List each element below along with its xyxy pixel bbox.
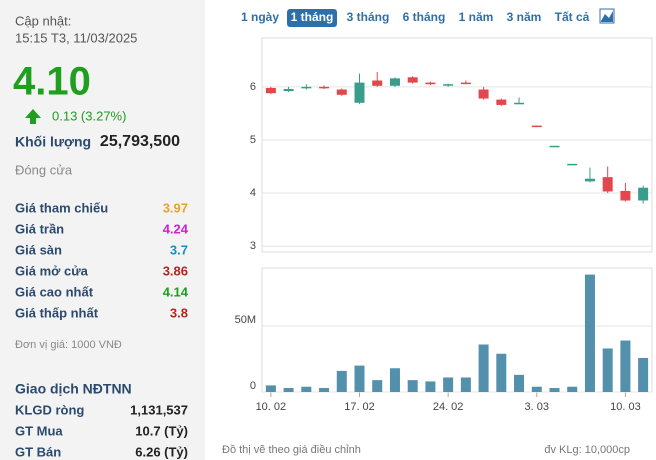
volume-label: Khối lượng [15, 134, 91, 150]
volume-bar [443, 377, 454, 392]
up-arrow [25, 109, 41, 124]
foreign-value: 10.7 (Tỷ) [135, 423, 188, 438]
candle-body [283, 88, 294, 92]
candle-body [389, 78, 400, 86]
volume-bar [478, 344, 489, 392]
volume-bar [549, 388, 560, 392]
stat-label: Giá sàn [15, 242, 62, 257]
volume-bar [567, 386, 578, 392]
tab[interactable]: 1 năm [459, 10, 494, 24]
candle-body [336, 89, 347, 95]
stat-label: Giá trần [15, 221, 64, 236]
footer-unit: đv KLg: 10,000cp [544, 444, 630, 456]
stat-value: 3.97 [163, 200, 188, 215]
active-tab-bg [287, 9, 337, 27]
tab[interactable]: 1 tháng [291, 10, 334, 24]
y-tick-label: 5 [250, 134, 256, 146]
footer-note: Đồ thị vẽ theo giá điều chỉnh [222, 444, 361, 456]
stat-label: Giá tham chiếu [15, 200, 108, 215]
stat-value: 3.8 [170, 305, 188, 320]
volume-bar [425, 381, 436, 392]
candle-body [354, 82, 365, 103]
candle-body [319, 86, 330, 89]
updated-time: 15:15 T3, 11/03/2025 [15, 30, 137, 45]
stat-label: Giá mở cửa [15, 263, 89, 278]
candle-body [407, 77, 418, 83]
volume-bar [301, 386, 312, 392]
volume: 25,793,500 [100, 133, 180, 150]
price: 4.10 [13, 60, 91, 104]
volume-bar [389, 368, 400, 392]
foreign-value: 1,131,537 [130, 402, 188, 417]
stat-label: Giá thấp nhất [15, 305, 99, 320]
tab[interactable]: 3 năm [507, 10, 542, 24]
candle-body [478, 89, 489, 99]
x-tick-label: 10. 03 [610, 401, 641, 413]
price-change: 0.13 (3.27%) [52, 108, 126, 123]
volume-bar [372, 380, 383, 392]
y-tick-label: 6 [250, 81, 256, 93]
y-tick-label: 50M [235, 314, 256, 326]
foreign-label: GT Bán [15, 444, 61, 459]
volume-bar [602, 348, 613, 392]
stat-value: 3.7 [170, 242, 188, 257]
volume-bar [514, 374, 525, 392]
candle-body [531, 125, 542, 128]
candle-body [443, 84, 454, 86]
tab[interactable]: Tất cả [555, 10, 590, 24]
y-tick-label: 3 [250, 240, 256, 252]
x-tick-label: 3. 03 [525, 401, 549, 413]
stat-value: 4.14 [163, 284, 189, 299]
stat-value: 4.24 [163, 221, 189, 236]
stat-value: 3.86 [163, 263, 188, 278]
volume-bar [620, 340, 631, 392]
candle-body [425, 82, 436, 85]
status: Đóng cửa [15, 162, 73, 177]
volume-bar [531, 386, 542, 392]
volume-bar [265, 385, 276, 392]
candle-body [496, 99, 507, 105]
chart-icon[interactable] [599, 8, 615, 24]
tab[interactable]: 3 tháng [347, 10, 390, 24]
foreign-value: 6.26 (Tỷ) [135, 444, 188, 459]
volume-bar [407, 380, 418, 392]
side-panel [0, 0, 205, 460]
candle-body [460, 82, 471, 85]
candle-body [638, 187, 649, 201]
unit-note: Đơn vị giá: 1000 VNĐ [15, 339, 122, 351]
x-tick-label: 10. 02 [256, 401, 287, 413]
foreign-title: Giao dịch NĐTNN [15, 381, 132, 397]
updated-label: Cập nhật: [15, 13, 71, 28]
candle-body [265, 87, 276, 94]
foreign-label: GT Mua [15, 423, 63, 438]
candle-body [620, 190, 631, 201]
candle-body [602, 177, 613, 192]
candle-body [514, 102, 525, 105]
volume-bar [283, 388, 294, 392]
volume-bar [460, 377, 471, 392]
candle-body [372, 80, 383, 86]
volume-bar [496, 353, 507, 392]
tab[interactable]: 1 ngày [241, 10, 279, 24]
volume-bar [336, 370, 347, 392]
tab[interactable]: 6 tháng [403, 10, 446, 24]
candle-body [301, 86, 312, 89]
candle-body [549, 145, 560, 148]
x-tick-label: 24. 02 [433, 401, 464, 413]
volume-bar [584, 274, 595, 392]
plot-frame [261, 37, 653, 253]
volume-bar [354, 365, 365, 392]
y-tick-label: 4 [250, 187, 256, 199]
stat-label: Giá cao nhất [15, 284, 94, 299]
y-tick-label: 0 [250, 380, 256, 392]
foreign-label: KLGD ròng [15, 402, 84, 417]
x-tick-label: 17. 02 [344, 401, 375, 413]
candle-body [584, 178, 595, 182]
candle-body [567, 163, 578, 166]
volume-bar [319, 388, 330, 392]
volume-bar [638, 357, 649, 392]
